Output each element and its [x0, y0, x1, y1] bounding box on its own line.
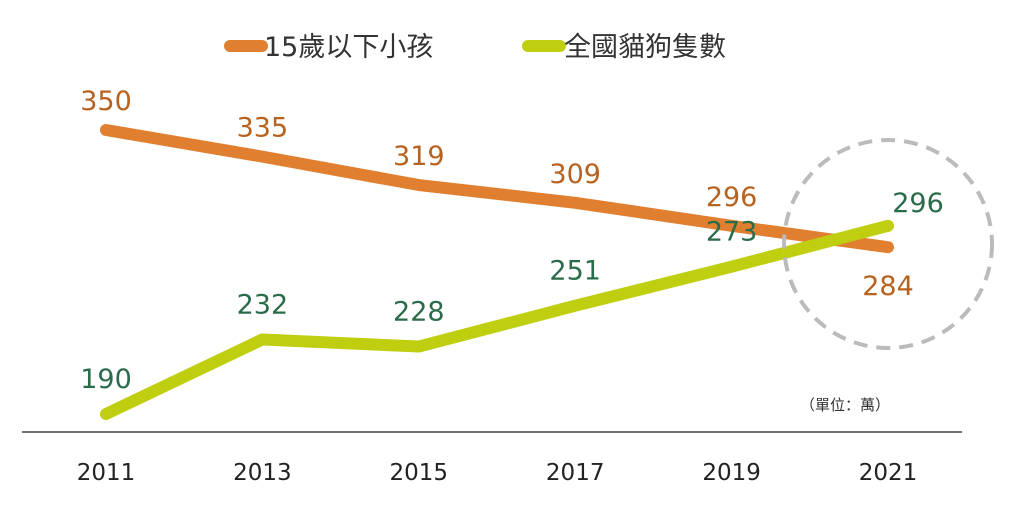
data-label-children-2015: 319	[393, 141, 445, 172]
data-label-children-2021: 284	[862, 271, 914, 302]
data-label-children-2019: 296	[706, 182, 758, 213]
x-tick-label-2017: 2017	[546, 460, 605, 486]
unit-note: （單位：萬）	[800, 396, 890, 414]
legend-item-pets: 全國貓狗隻數	[522, 32, 726, 63]
data-label-children-2011: 350	[80, 86, 132, 117]
data-label-children-2017: 309	[549, 159, 601, 190]
legend-label-children: 15歲以下小孩	[264, 32, 433, 63]
data-label-pets-2017: 251	[549, 256, 601, 287]
highlight-dashed-circle	[782, 138, 994, 350]
x-tick-label-2011: 2011	[77, 460, 136, 486]
legend-label-pets: 全國貓狗隻數	[564, 32, 726, 63]
legend: 15歲以下小孩 全國貓狗隻數	[224, 32, 726, 63]
legend-item-children: 15歲以下小孩	[224, 32, 433, 63]
series-line-children	[100, 124, 894, 254]
data-label-pets-2021: 296	[892, 188, 944, 219]
data-label-pets-2015: 228	[393, 297, 445, 328]
series-line-pets	[100, 219, 894, 420]
x-tick-label-2019: 2019	[702, 460, 761, 486]
data-label-pets-2019: 273	[706, 217, 758, 248]
data-label-pets-2013: 232	[237, 289, 289, 320]
data-label-pets-2011: 190	[80, 364, 132, 395]
x-axis-ticks: 2011 2013 2015 2017 2019 2021	[77, 460, 918, 486]
data-label-children-2013: 335	[237, 113, 289, 144]
x-tick-label-2013: 2013	[233, 460, 292, 486]
data-labels: 350 335 319 309 296 284 190 232 228 251 273 296	[80, 86, 944, 395]
x-tick-label-2021: 2021	[859, 460, 918, 486]
x-tick-label-2015: 2015	[390, 460, 449, 486]
series-lines	[100, 124, 894, 420]
